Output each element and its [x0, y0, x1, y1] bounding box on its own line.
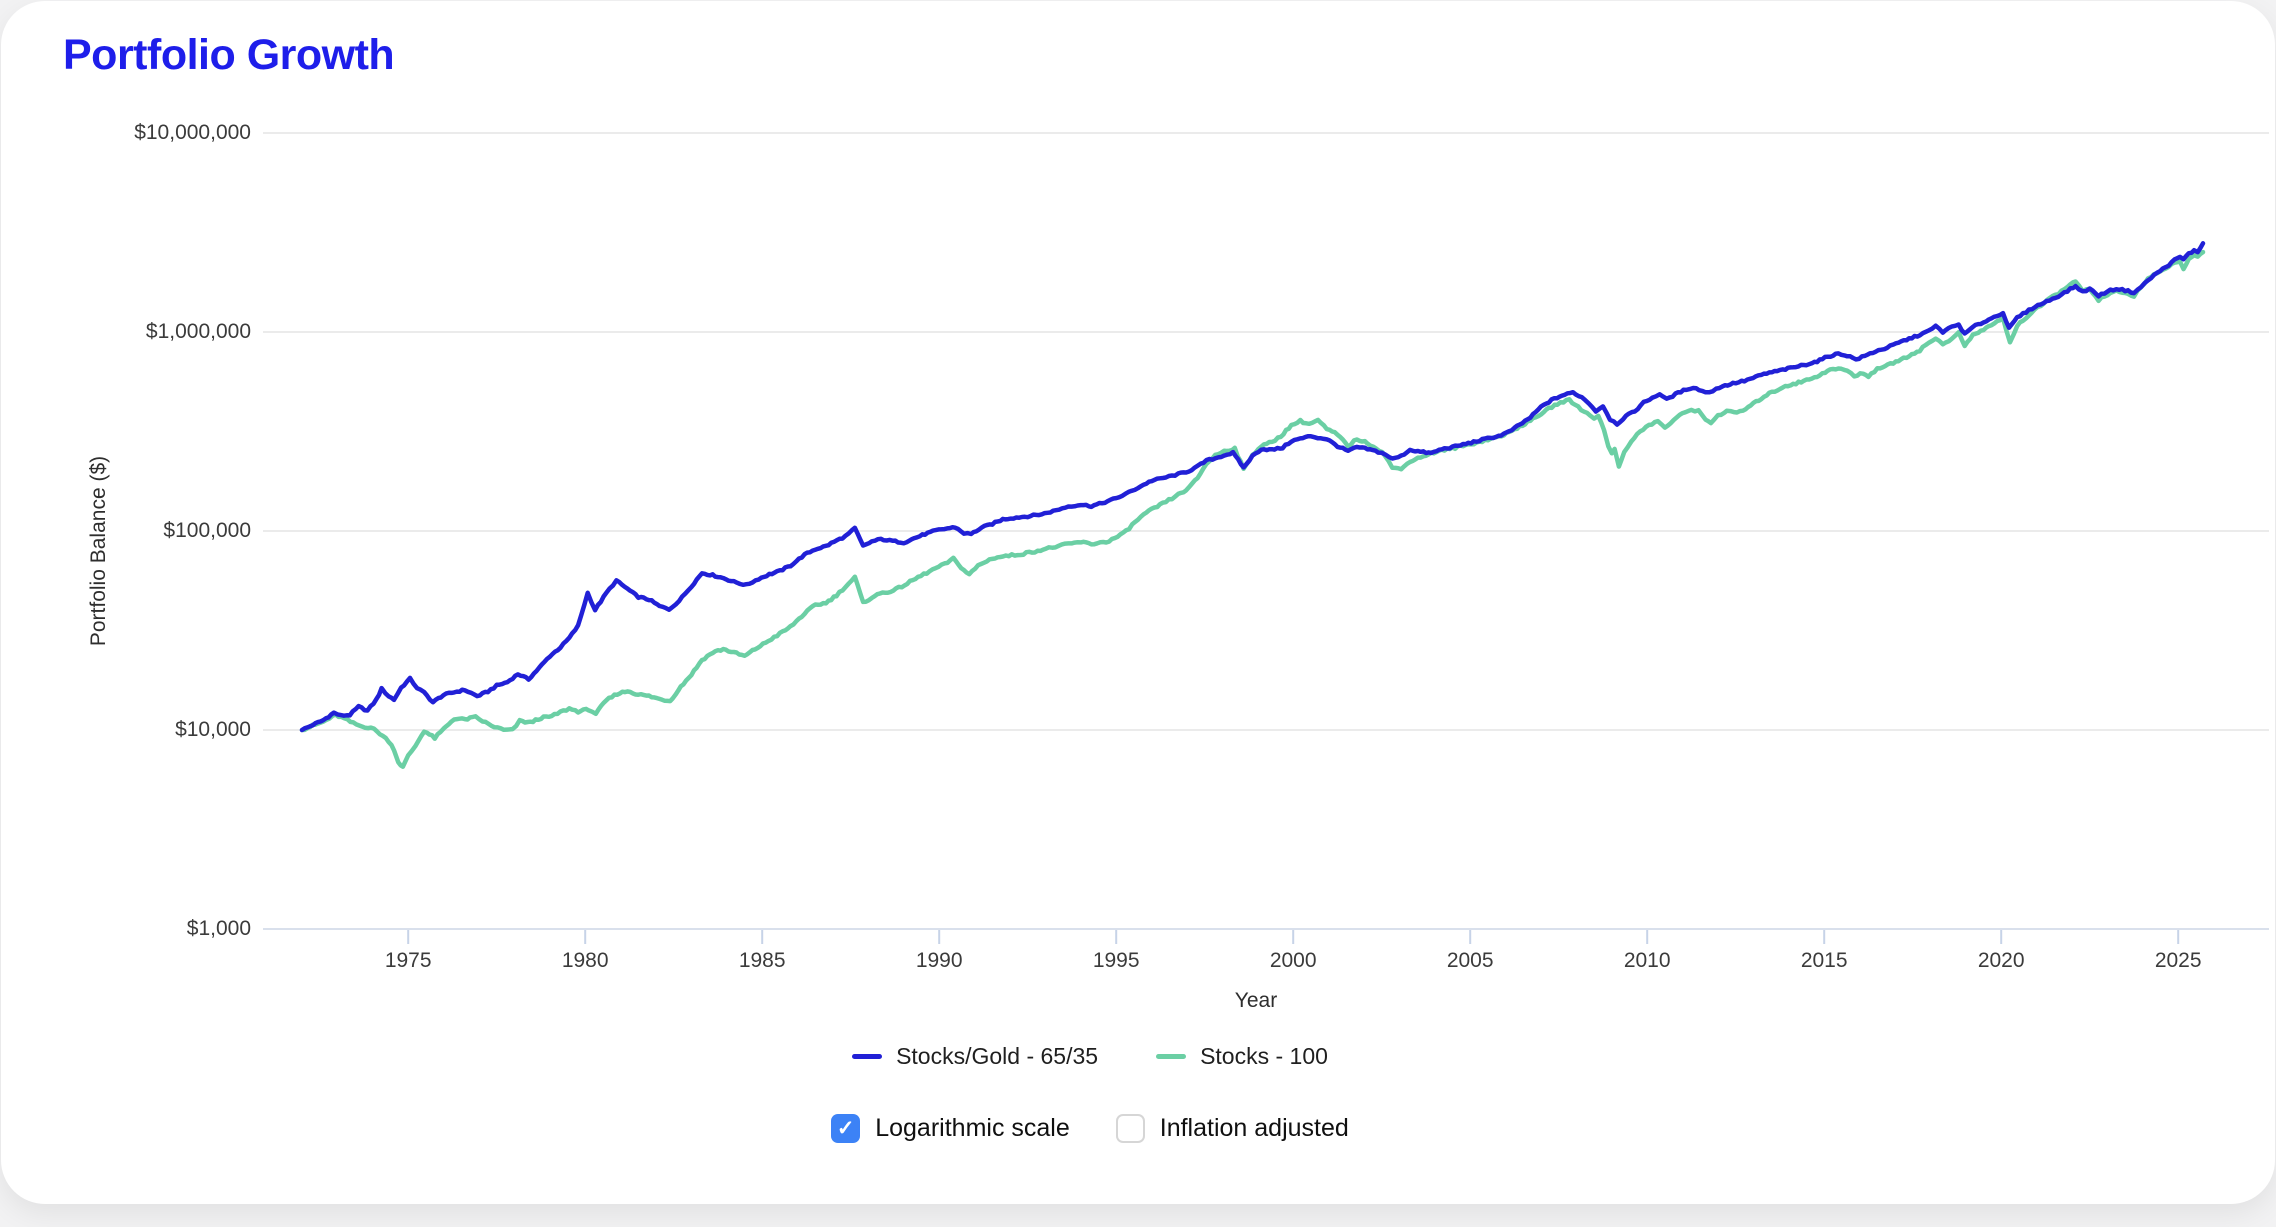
- inflation-adjusted-control[interactable]: Inflation adjusted: [1115, 1114, 1349, 1143]
- x-tick-label: 1975: [384, 949, 432, 972]
- logarithmic-scale-checkbox[interactable]: ✓: [831, 1114, 861, 1143]
- legend-label: Stocks - 100: [1200, 1043, 1328, 1069]
- x-tick-label: 2020: [1977, 949, 2025, 972]
- legend-swatch-blue: [852, 1054, 883, 1059]
- y-tick-label: $1,000: [186, 917, 251, 940]
- page-title: Portfolio Growth: [63, 31, 395, 79]
- y-tick-label: $100,000: [163, 519, 251, 542]
- x-tick-label: 2000: [1269, 949, 1317, 972]
- legend-item-stocks-100[interactable]: Stocks - 100: [1156, 1043, 1328, 1070]
- logarithmic-scale-control[interactable]: ✓ Logarithmic scale: [831, 1114, 1070, 1143]
- x-tick-label: 1995: [1092, 949, 1140, 972]
- series-line-stocks-100: [299, 249, 2206, 769]
- x-tick-label: 2005: [1446, 949, 1494, 972]
- x-tick-label: 2015: [1800, 949, 1848, 972]
- chart-controls: ✓ Logarithmic scale Inflation adjusted: [0, 1114, 2227, 1143]
- y-tick-label: $1,000,000: [145, 320, 251, 343]
- legend-item-stocks-gold[interactable]: Stocks/Gold - 65/35: [852, 1043, 1098, 1070]
- x-tick-label: 1985: [738, 949, 786, 972]
- checkbox-label: Logarithmic scale: [875, 1114, 1070, 1142]
- y-axis-title: Portfolio Balance ($): [87, 455, 110, 647]
- legend-swatch-green: [1156, 1054, 1187, 1059]
- x-tick-label: 1980: [561, 949, 609, 972]
- x-tick-label: 2010: [1623, 949, 1671, 972]
- chart-legend: Stocks/Gold - 65/35 Stocks - 100: [0, 1043, 2227, 1070]
- x-tick-label: 1990: [915, 949, 963, 972]
- checkbox-label: Inflation adjusted: [1159, 1114, 1349, 1142]
- y-tick-label: $10,000,000: [134, 121, 251, 144]
- x-axis-title: Year: [1234, 989, 1278, 1012]
- chart-card: Portfolio Growth Portfolio Balance ($) $…: [1, 1, 2275, 1204]
- series-line-stocks-gold-65-35: [299, 241, 2206, 733]
- legend-label: Stocks/Gold - 65/35: [896, 1043, 1099, 1069]
- inflation-adjusted-checkbox[interactable]: [1115, 1114, 1145, 1143]
- y-tick-label: $10,000: [175, 718, 251, 741]
- x-tick-label: 2025: [2154, 949, 2202, 972]
